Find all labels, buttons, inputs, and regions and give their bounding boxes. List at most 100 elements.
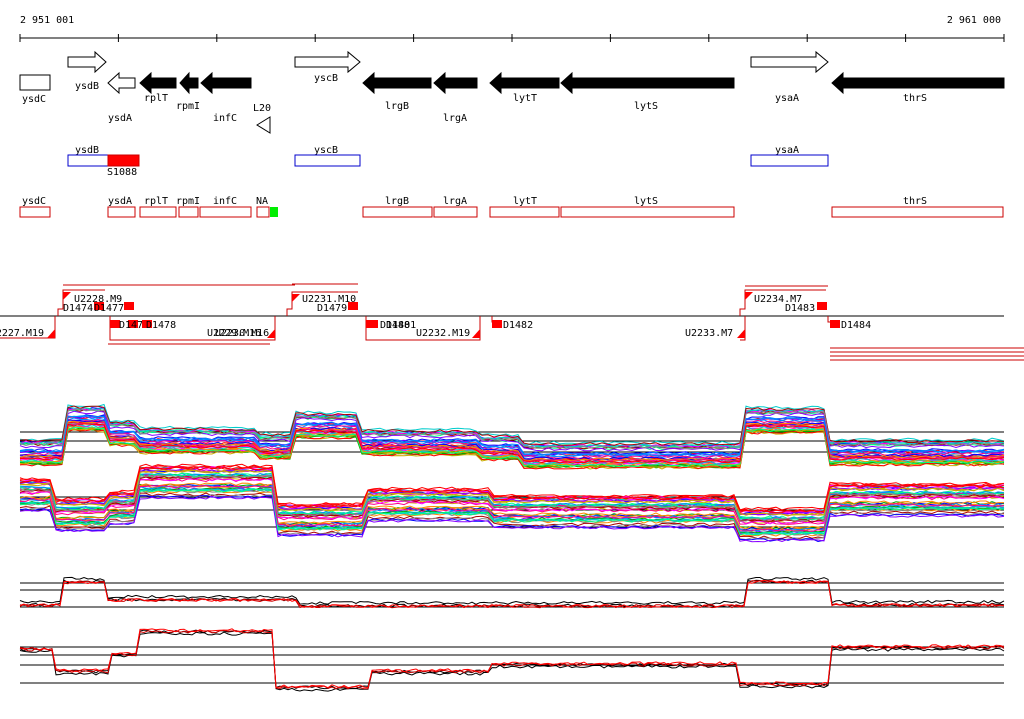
profile-line (19, 484, 1005, 532)
profile-line (19, 466, 1005, 513)
plus-strand-track: ysdB S1088 yscB ysaA (67, 145, 829, 178)
minus-label-lytT: lytT (513, 196, 537, 207)
tu-label-D1476: D1476 (119, 320, 149, 331)
tu-term-D1474[interactable] (94, 302, 104, 310)
minus-label-NA: NA (256, 196, 268, 207)
minus-label-lrgA: lrgA (443, 196, 467, 207)
tu-label-D1483: D1483 (785, 303, 815, 314)
tu-start-U2227[interactable] (47, 329, 55, 338)
gene-thrS[interactable] (831, 71, 1005, 95)
minus-box-ysdC[interactable] (19, 206, 51, 218)
tu-plus-U2231 (286, 291, 358, 316)
gene-label-rpmI: rpmI (176, 101, 200, 112)
plus-box-ysdB[interactable] (67, 154, 109, 167)
minus-box-lytS[interactable] (560, 206, 735, 218)
minus-strand-track: ysdC ysdA rplT rpmI infC NA lrgB lrgA ly… (19, 196, 1004, 218)
profile-line (20, 478, 1005, 526)
plus-label-ysdB: ysdB (75, 145, 99, 156)
minus-box-ysdA[interactable] (107, 206, 136, 218)
tu-term-D1480[interactable] (366, 320, 378, 328)
tu-term-D1482[interactable] (492, 320, 502, 328)
gene-annotation-track: ysdC ysdB ysdA rplT rpmI infC L20 yscB l… (19, 50, 1005, 134)
profile-line (19, 469, 1005, 516)
plus-label-S1088: S1088 (107, 167, 137, 178)
tu-start-U2232[interactable] (472, 329, 480, 338)
gene-label-lytT: lytT (513, 93, 537, 104)
tu-label-D1480: D1480 (380, 320, 410, 331)
tu-term-D1478[interactable] (142, 320, 152, 328)
tu-plus-U2234 (739, 289, 826, 316)
tu-label-U2232: U2232.M19 (416, 328, 470, 339)
minus-box-infC[interactable] (199, 206, 252, 218)
gene-label-ysdC: ysdC (22, 94, 46, 105)
tu-term-D1475[interactable] (110, 320, 120, 328)
gene-lytS[interactable] (560, 71, 735, 95)
minus-box-thrS[interactable] (831, 206, 1004, 218)
gene-yscB[interactable] (294, 50, 361, 74)
plus-box-S1088[interactable] (107, 154, 140, 167)
plus-label-yscB: yscB (314, 145, 338, 156)
tu-term-D1477[interactable] (124, 302, 134, 310)
gene-label-rplT: rplT (144, 93, 168, 104)
gene-rplT[interactable] (139, 71, 177, 95)
minus-box-NA[interactable] (256, 206, 270, 218)
minus-box-rpmI[interactable] (178, 206, 199, 218)
profile-line (19, 410, 1005, 452)
plus-label-ysaA: ysaA (775, 145, 799, 156)
tu-label-D1481: D1481 (386, 320, 416, 331)
minus-box-lrgB[interactable] (362, 206, 433, 218)
gene-label-ysdA: ysdA (108, 113, 132, 124)
gene-rpmI[interactable] (179, 71, 199, 95)
minus-label-lytS: lytS (634, 196, 658, 207)
gene-label-lytS: lytS (634, 101, 658, 112)
plus-box-ysaA[interactable] (750, 154, 829, 167)
gene-lrgA[interactable] (433, 71, 478, 95)
gene-label-yscB: yscB (314, 73, 338, 84)
gene-label-infC: infC (213, 113, 237, 124)
minus-label-thrS: thrS (903, 196, 927, 207)
tu-term-D1476[interactable] (128, 320, 138, 328)
minus-box-rplT[interactable] (139, 206, 177, 218)
minus-label-ysdA: ysdA (108, 196, 132, 207)
profile-line (19, 482, 1004, 530)
profile-line (19, 580, 1005, 609)
tu-term-D1483[interactable] (817, 302, 827, 310)
minus-label-rplT: rplT (144, 196, 168, 207)
gene-ysaA[interactable] (750, 50, 829, 74)
tu-term-D1484[interactable] (830, 320, 840, 328)
minus-label-rpmI: rpmI (176, 196, 200, 207)
plus-box-yscB[interactable] (294, 154, 361, 167)
minus-label-lrgB: lrgB (385, 196, 409, 207)
gene-ysdC[interactable] (19, 74, 51, 91)
minus-box-lytT[interactable] (489, 206, 560, 218)
tu-label-U2227: U2227.M19 (0, 328, 44, 339)
minus-label-ysdC: ysdC (22, 196, 46, 207)
gene-lytT[interactable] (489, 71, 560, 95)
coordinate-ruler: 2 951 001 2 961 000 (19, 15, 1005, 42)
gene-ysdA[interactable] (107, 71, 136, 95)
tu-start-U2234[interactable] (745, 292, 753, 300)
tu-start-U2233[interactable] (737, 329, 745, 338)
tu-start-U2229[interactable] (267, 329, 275, 338)
na-green-box[interactable] (270, 207, 278, 217)
profile-line (19, 495, 1005, 543)
profile-line (19, 488, 1005, 536)
terminator-L20-icon[interactable] (256, 116, 271, 134)
tu-label-D1482: D1482 (503, 320, 533, 331)
tu-label-U2229: U2229.M16 (207, 328, 261, 339)
gene-label-thrS: thrS (903, 93, 927, 104)
tu-label-U2228: U2228.M9 (74, 294, 122, 305)
gene-infC[interactable] (200, 71, 252, 95)
profile-line (19, 579, 1005, 608)
tu-start-U2231[interactable] (292, 294, 300, 302)
gene-label-L20: L20 (253, 103, 271, 114)
gene-ysdB[interactable] (67, 50, 107, 74)
profile-line (19, 423, 1005, 464)
gene-lrgB[interactable] (362, 71, 432, 95)
tu-start-U2228[interactable] (63, 292, 71, 300)
tu-term-D1479[interactable] (348, 302, 358, 310)
minus-box-lrgA[interactable] (433, 206, 478, 218)
profile-line (19, 579, 1005, 609)
tu-label-D1478: D1478 (146, 320, 176, 331)
